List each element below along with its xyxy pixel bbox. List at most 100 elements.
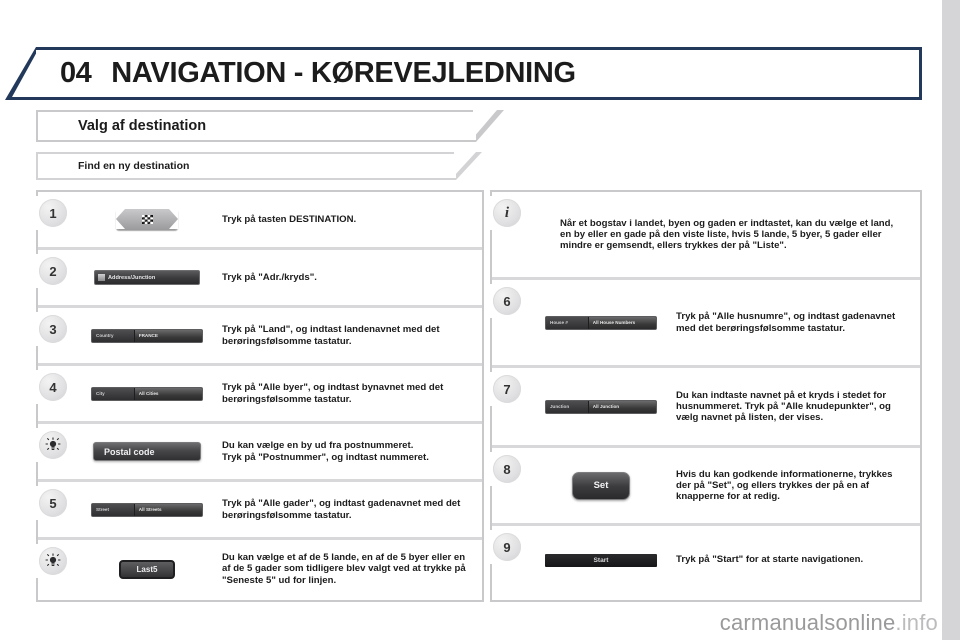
start-button[interactable]: Start [545,553,657,567]
step-row: Postal code Du kan vælge en by ud fra pos… [36,424,482,482]
step-badge-wrap: 7 [490,372,524,406]
field-value[interactable]: FRANCE [133,329,202,342]
step-visual: City All Cities [72,379,222,409]
step-text: Tryk på "Alle gader", og indtast gadenav… [222,498,461,521]
step-badge-wrap: 4 [36,370,70,404]
step-row: 9 Start Tryk på "Start" for at starte navi… [490,526,920,594]
step-number-badge: 9 [493,533,521,561]
step-badge-wrap: 1 [36,196,70,230]
step-badge-wrap: 5 [36,486,70,520]
step-number-badge: 3 [39,315,67,343]
step-row: 3 Country FRANCE Tryk på "Land", og indtast… [36,308,482,366]
watermark-suffix: .info [895,610,938,635]
step-text: Når et bogstav i landet, byen og gaden e… [560,217,894,252]
button-label: Address/Junction [108,274,156,281]
step-badge-wrap: 2 [36,254,70,288]
field-value[interactable]: All Streets [133,503,202,516]
last5-button[interactable]: Last5 [119,559,175,579]
step-row: 8 Set Hvis du kan godkende informationerne… [490,448,920,526]
section-flag-inner [473,110,497,138]
step-badge-wrap [36,428,70,462]
step-visual: Postal code [72,437,222,467]
step-row: 4 City All Cities Tryk på "Alle byer", og i… [36,366,482,424]
step-visual: Country FRANCE [72,321,222,351]
field-label: Junction [546,400,588,413]
step-badge-wrap: 8 [490,452,524,486]
step-number-badge: 7 [493,375,521,403]
step-text: Du kan indtaste navnet på et kryds i ste… [676,389,891,424]
checkered-flag-icon [141,215,153,224]
step-visual: Junction All Junction [526,392,676,422]
step-row: 7 Junction All Junction Du kan indtaste nav… [490,368,920,448]
step-visual: House # All House Numbers [526,308,676,338]
subsection-heading-bar: Find en ny destination [36,152,482,180]
step-text: Tryk på "Alle byer", og indtast bynavnet… [222,382,444,405]
step-text: Hvis du kan godkende informationerne, tr… [676,468,893,503]
right-step-column: i Når et bogstav i landet, byen og gaden … [490,190,922,602]
section-title: Valg af destination [78,118,207,134]
left-step-column: 1 Tryk på tasten DESTINATION. 2 Address/Jun… [36,190,484,602]
step-text: Du kan vælge et af de 5 lande, en af de … [222,552,466,586]
step-badge-wrap: 3 [36,312,70,346]
chapter-header: 04 NAVIGATION - KØREVEJLEDNING [5,47,922,100]
site-watermark: carmanualsonline.info [720,610,938,636]
field-label: Country [92,329,134,342]
field-split-button[interactable]: City All Cities [91,386,203,401]
map-marker-icon [98,274,105,281]
step-number-badge: 1 [39,199,67,227]
step-number-badge: 4 [39,373,67,401]
step-badge-wrap: 9 [490,530,524,564]
field-value[interactable]: All Cities [133,387,202,400]
step-visual [526,220,550,250]
section-heading-bar: Valg af destination [36,110,504,142]
field-label: House # [546,316,588,329]
field-label: Street [92,503,134,516]
step-text: Tryk på tasten DESTINATION. [222,213,357,225]
field-label: City [92,387,134,400]
field-value[interactable]: All House Numbers [587,316,656,329]
step-text: Tryk på "Start" for at starte navigation… [676,554,864,566]
step-visual: Street All Streets [72,495,222,525]
subsection-flag-inner [454,152,476,176]
step-row: i Når et bogstav i landet, byen og gaden … [490,192,920,280]
step-visual: Address/Junction [72,263,222,293]
tip-bulb-icon [39,431,67,459]
postal-code-button[interactable]: Postal code [93,442,201,461]
step-number-badge: 2 [39,257,67,285]
step-visual [72,205,222,235]
step-number-badge: 8 [493,455,521,483]
subsection-title: Find en ny destination [78,160,190,172]
step-visual: Set [526,471,676,501]
page-right-margin [942,0,960,640]
step-visual: Start [526,545,676,575]
step-row: 1 Tryk på tasten DESTINATION. [36,192,482,250]
chapter-number: 04 [60,57,92,89]
address-junction-button[interactable]: Address/Junction [94,270,200,285]
step-row: 5 Street All Streets Tryk på "Alle gader", … [36,482,482,540]
step-text: Du kan vælge en by ud fra postnummeret. … [222,440,429,463]
tip-bulb-icon [39,547,67,575]
step-badge-wrap: 6 [490,284,524,318]
step-row: 2 Address/Junction Tryk på "Adr./kryds". [36,250,482,308]
step-row: Last5 Du kan vælge et af de 5 lande, en a… [36,540,482,598]
step-text: Tryk på "Adr./kryds". [222,271,317,283]
destination-key-button[interactable] [116,209,178,230]
field-value[interactable]: All Junction [587,400,656,413]
info-icon: i [493,199,521,227]
step-badge-wrap: i [490,196,524,230]
field-split-button[interactable]: House # All House Numbers [545,315,657,330]
step-text: Tryk på "Land", og indtast landenavnet m… [222,324,440,347]
field-split-button[interactable]: Country FRANCE [91,328,203,343]
step-text: Tryk på "Alle husnumre", og indtast gade… [676,311,896,334]
chapter-title: NAVIGATION - KØREVEJLEDNING [111,57,576,89]
field-split-button[interactable]: Street All Streets [91,502,203,517]
step-visual: Last5 [72,554,222,584]
step-row: 6 House # All House Numbers Tryk på "Alle h… [490,280,920,368]
watermark-text: carmanualsonline [719,610,896,635]
step-number-badge: 6 [493,287,521,315]
set-button[interactable]: Set [572,471,630,500]
field-split-button[interactable]: Junction All Junction [545,399,657,414]
step-badge-wrap [36,544,70,578]
step-number-badge: 5 [39,489,67,517]
